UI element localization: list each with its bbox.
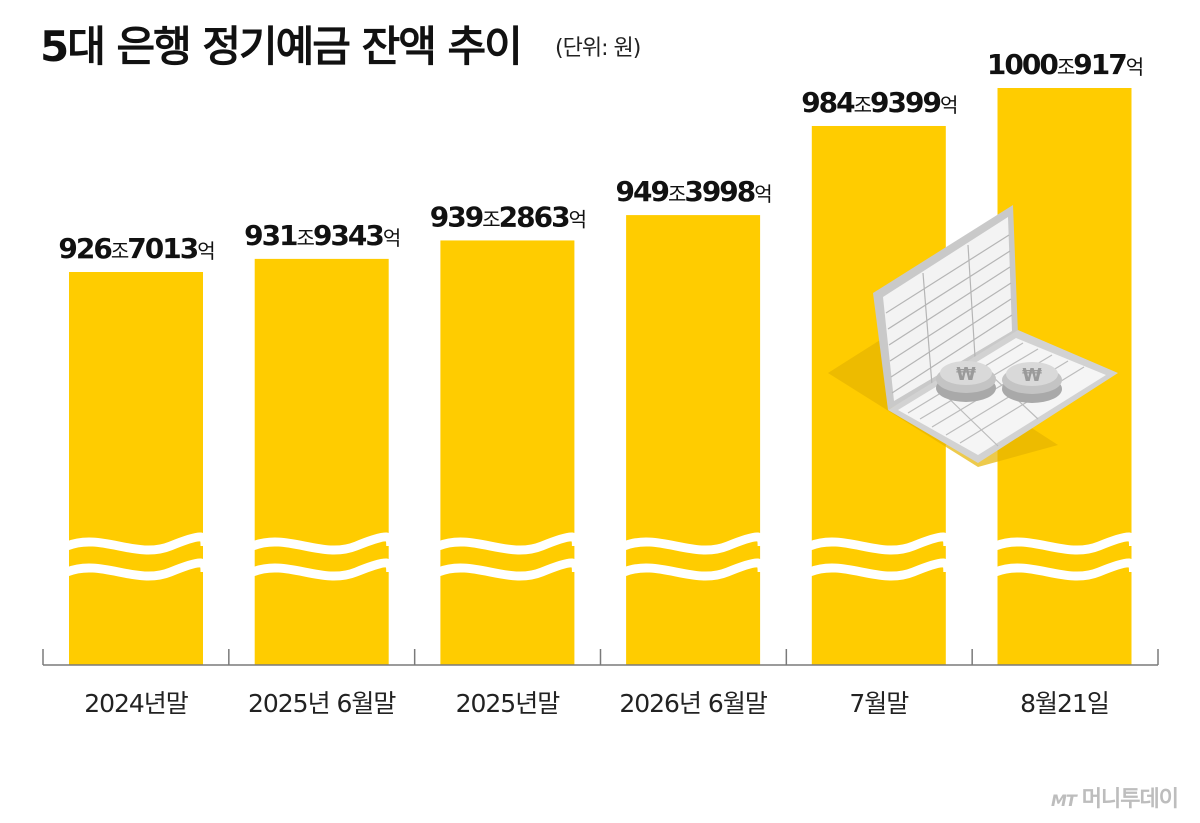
category-label: 2025년 6월말 <box>248 689 396 718</box>
unit-note: (단위: 원) <box>555 36 641 61</box>
svg-text:₩: ₩ <box>956 364 976 385</box>
data-label: 939조2863억 <box>430 200 585 233</box>
bar-1 <box>69 272 203 665</box>
axis-break-mark <box>808 532 953 581</box>
axis-break-mark <box>251 532 396 581</box>
bar-4 <box>626 215 761 666</box>
labels-layer: 926조7013억 931조9343억 939조2863억 949조3998억 984조… <box>58 48 1144 265</box>
x-axis: 2024년말 2025년 6월말 2025년말 2026년 6월말 7월말 8월21일 <box>42 649 1159 718</box>
brand-name: 머니투데이 <box>1081 787 1179 812</box>
category-label: 2025년말 <box>456 689 561 718</box>
data-label: 984조9399억 <box>801 86 956 119</box>
watermark: MT 머니투데이 <box>1050 781 1179 813</box>
axis-break-mark <box>622 532 767 581</box>
data-label: 949조3998억 <box>615 175 770 208</box>
chart-title: 5대 은행 정기예금 잔액 추이 <box>40 22 523 71</box>
bar-2 <box>254 258 389 665</box>
data-label: 1000조917억 <box>987 48 1142 81</box>
bar-3 <box>440 240 575 666</box>
category-label: 8월21일 <box>1020 689 1109 718</box>
axis-break-mark <box>993 532 1138 581</box>
laptop-with-won-coins-icon: ₩ ₩ <box>828 205 1118 467</box>
data-label: 926조7013억 <box>58 232 213 265</box>
category-label: 7월말 <box>849 689 909 718</box>
axis-break-mark <box>436 532 581 581</box>
svg-text:₩: ₩ <box>1022 365 1042 386</box>
axis-break-mark <box>65 532 210 581</box>
category-label: 2026년 6월말 <box>619 689 767 718</box>
category-label: 2024년말 <box>84 689 189 718</box>
bars-layer <box>65 88 1138 666</box>
data-label: 931조9343억 <box>244 219 399 252</box>
brand-logo: MT <box>1050 791 1077 810</box>
